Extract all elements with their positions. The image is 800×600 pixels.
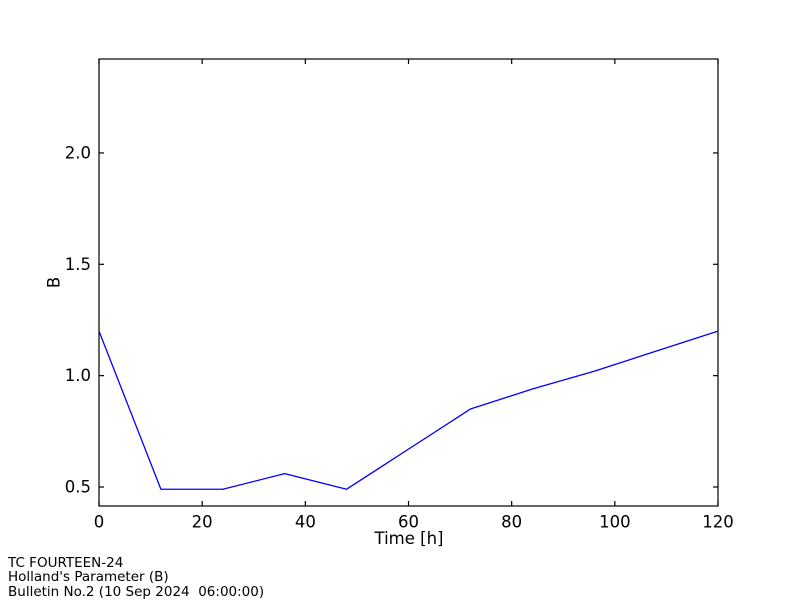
axis-ticks (98, 59, 719, 506)
x-tick-label: 60 (398, 513, 419, 532)
tick-labels: 0 20 40 60 80 100 120 0.5 1.0 1.5 2.0 (65, 143, 734, 531)
data-line (98, 330, 719, 490)
x-tick-label: 40 (295, 513, 316, 532)
x-tick-label: 120 (702, 513, 734, 532)
plot-frame (98, 58, 719, 507)
x-tick-label: 0 (94, 513, 105, 532)
y-axis-label: B (45, 277, 64, 288)
x-tick-label: 100 (599, 513, 631, 532)
parameter-name-text: Holland's Parameter (B) (8, 569, 169, 586)
storm-name-text: TC FOURTEEN-24 (8, 555, 124, 571)
x-tick-label: 20 (192, 513, 213, 532)
y-tick-label: 1.0 (65, 366, 91, 385)
x-axis-label: Time [h] (374, 529, 444, 548)
y-tick-label: 0.5 (65, 478, 91, 497)
footer-annotation: TC FOURTEEN-24 Holland's Parameter (B) B… (8, 556, 264, 599)
x-tick-label: 80 (501, 513, 522, 532)
y-tick-label: 2.0 (65, 143, 91, 162)
y-tick-label: 1.5 (65, 255, 91, 274)
bulletin-info-text: Bulletin No.2 (10 Sep 2024 06:00:00) (8, 583, 265, 600)
